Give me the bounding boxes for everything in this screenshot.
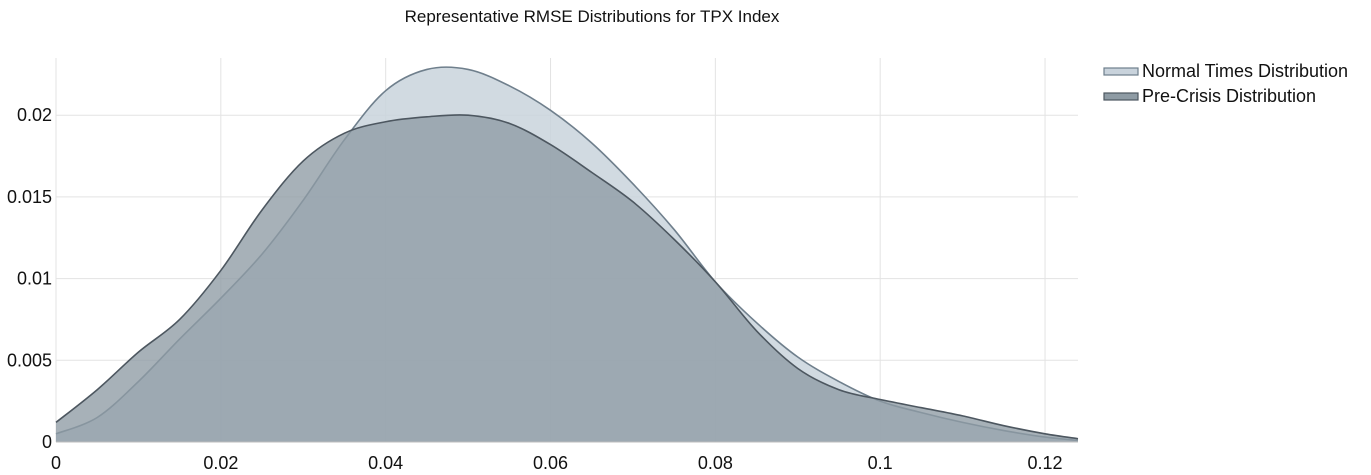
series-line-1: [55, 114, 1079, 440]
area-layer: [55, 66, 1079, 443]
y-tick-label: 0: [42, 432, 52, 452]
y-tick-label: 0.02: [17, 105, 52, 125]
y-tick-label: 0.015: [7, 187, 52, 207]
legend-label: Normal Times Distribution: [1142, 61, 1348, 81]
x-tick-label: 0.06: [533, 453, 568, 473]
x-tick-label: 0.08: [698, 453, 733, 473]
x-tick-label: 0.02: [203, 453, 238, 473]
legend-swatch: [1103, 67, 1139, 76]
x-tick-label: 0: [51, 453, 61, 473]
legend-swatch: [1103, 92, 1139, 101]
x-tick-label: 0.1: [868, 453, 893, 473]
x-tick-label: 0.04: [368, 453, 403, 473]
series-area-1: [56, 114, 1078, 442]
chart-title: Representative RMSE Distributions for TP…: [405, 7, 780, 26]
y-tick-label: 0.01: [17, 269, 52, 289]
legend-label: Pre-Crisis Distribution: [1142, 86, 1316, 106]
x-tick-label: 0.12: [1028, 453, 1063, 473]
y-tick-label: 0.005: [7, 350, 52, 370]
tick-layer: 0 0.02 0.04 0.06 0.08 0.1 0.12 0 0.005 0.01 0.015 0…: [7, 105, 1078, 473]
legend: Normal Times Distribution Pre-Crisis Dist…: [1103, 61, 1348, 106]
